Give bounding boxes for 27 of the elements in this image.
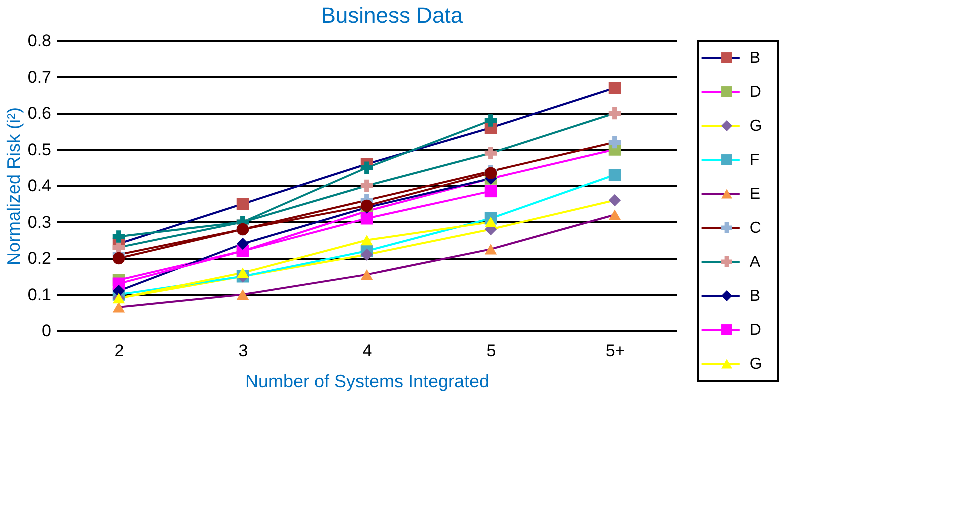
x-tick-label: 5+ — [606, 342, 626, 360]
y-tick-label: 0.8 — [28, 32, 52, 50]
legend-label: D — [750, 84, 762, 101]
y-tick-label: 0 — [42, 322, 52, 340]
x-tick-label: 4 — [362, 342, 372, 360]
y-tick-label: 0.3 — [28, 212, 52, 232]
chart-title: Business Data — [321, 3, 464, 28]
y-tick-label: 0.6 — [28, 104, 52, 123]
x-tick-label: 2 — [114, 342, 124, 360]
legend-label: D — [750, 322, 762, 339]
x-axis-title: Number of Systems Integrated — [245, 372, 490, 392]
legend-label: E — [750, 186, 761, 203]
legend-label: C — [750, 220, 762, 237]
legend-label: B — [750, 288, 761, 305]
y-tick-label: 0.7 — [28, 68, 52, 87]
y-tick-label: 0.2 — [28, 249, 52, 268]
y-axis-title: Normalized Risk (i²) — [4, 107, 24, 266]
y-tick-label: 0.5 — [28, 140, 52, 160]
legend-label: G — [750, 356, 762, 373]
x-tick-label: 5 — [486, 342, 496, 360]
legend-label: B — [750, 50, 761, 67]
legend-label: A — [750, 254, 761, 271]
legend-label: F — [750, 152, 760, 169]
y-tick-label: 0.1 — [28, 285, 52, 304]
x-tick-label: 3 — [238, 342, 248, 360]
y-tick-label: 0.4 — [28, 176, 52, 196]
legend-label: G — [750, 118, 762, 135]
